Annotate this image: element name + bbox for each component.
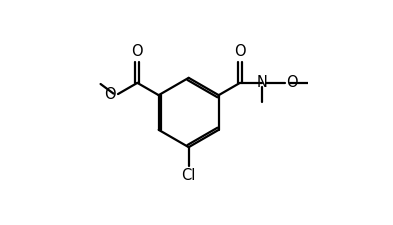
Text: O: O [104,87,116,101]
Text: O: O [286,75,298,90]
Text: Cl: Cl [182,168,196,183]
Text: N: N [257,75,268,90]
Text: O: O [132,44,143,59]
Text: O: O [234,44,246,59]
